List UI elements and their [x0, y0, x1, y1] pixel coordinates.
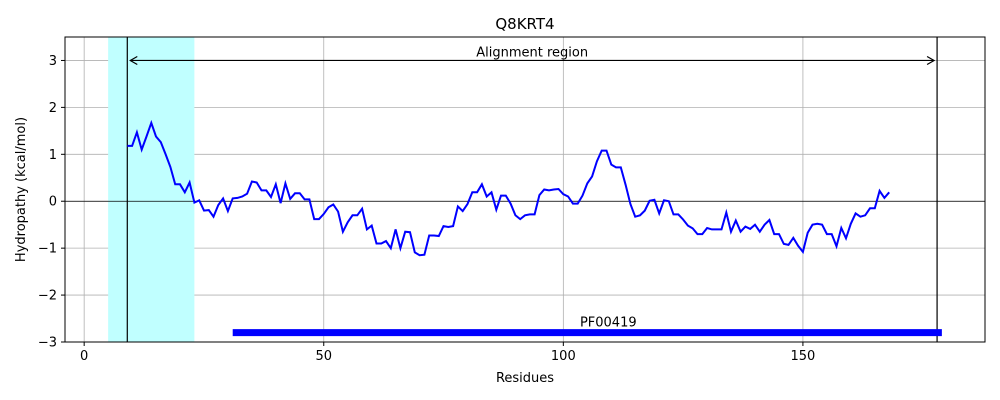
shaded-region [108, 37, 195, 342]
x-tick-label: 50 [315, 349, 332, 364]
grid-lines [65, 37, 985, 343]
x-tick-label: 0 [80, 349, 88, 364]
alignment-boundaries [126, 37, 938, 342]
y-tick-label: −2 [38, 289, 57, 304]
arrow-head-left [129, 55, 138, 65]
hydropathy-series-line [127, 119, 890, 257]
y-tick-label: 0 [49, 195, 57, 210]
y-tick-label: 1 [49, 148, 57, 163]
alignment-arrow [129, 55, 936, 65]
arrow-head-right [926, 55, 936, 65]
domain-label: PF00419 [580, 316, 637, 331]
chart-title: Q8KRT4 [495, 15, 554, 33]
alignment-region-label: Alignment region [476, 45, 588, 60]
y-tick-label: 2 [49, 101, 57, 116]
x-tick-label: 150 [791, 349, 816, 364]
plot-frame [64, 36, 986, 343]
y-tick-label: −1 [38, 242, 57, 257]
y-axis-label: Hydropathy (kcal/mol) [14, 117, 29, 262]
y-tick-label: −3 [38, 336, 57, 351]
x-axis-ticks: 0 50 100 150 [80, 342, 815, 364]
domain-bar-pf00419 [232, 329, 942, 337]
y-tick-label: 3 [49, 54, 57, 69]
y-axis-ticks: −3 −2 −1 0 1 2 3 [38, 54, 65, 351]
x-axis-label: Residues [496, 371, 554, 386]
x-tick-label: 100 [551, 349, 576, 364]
